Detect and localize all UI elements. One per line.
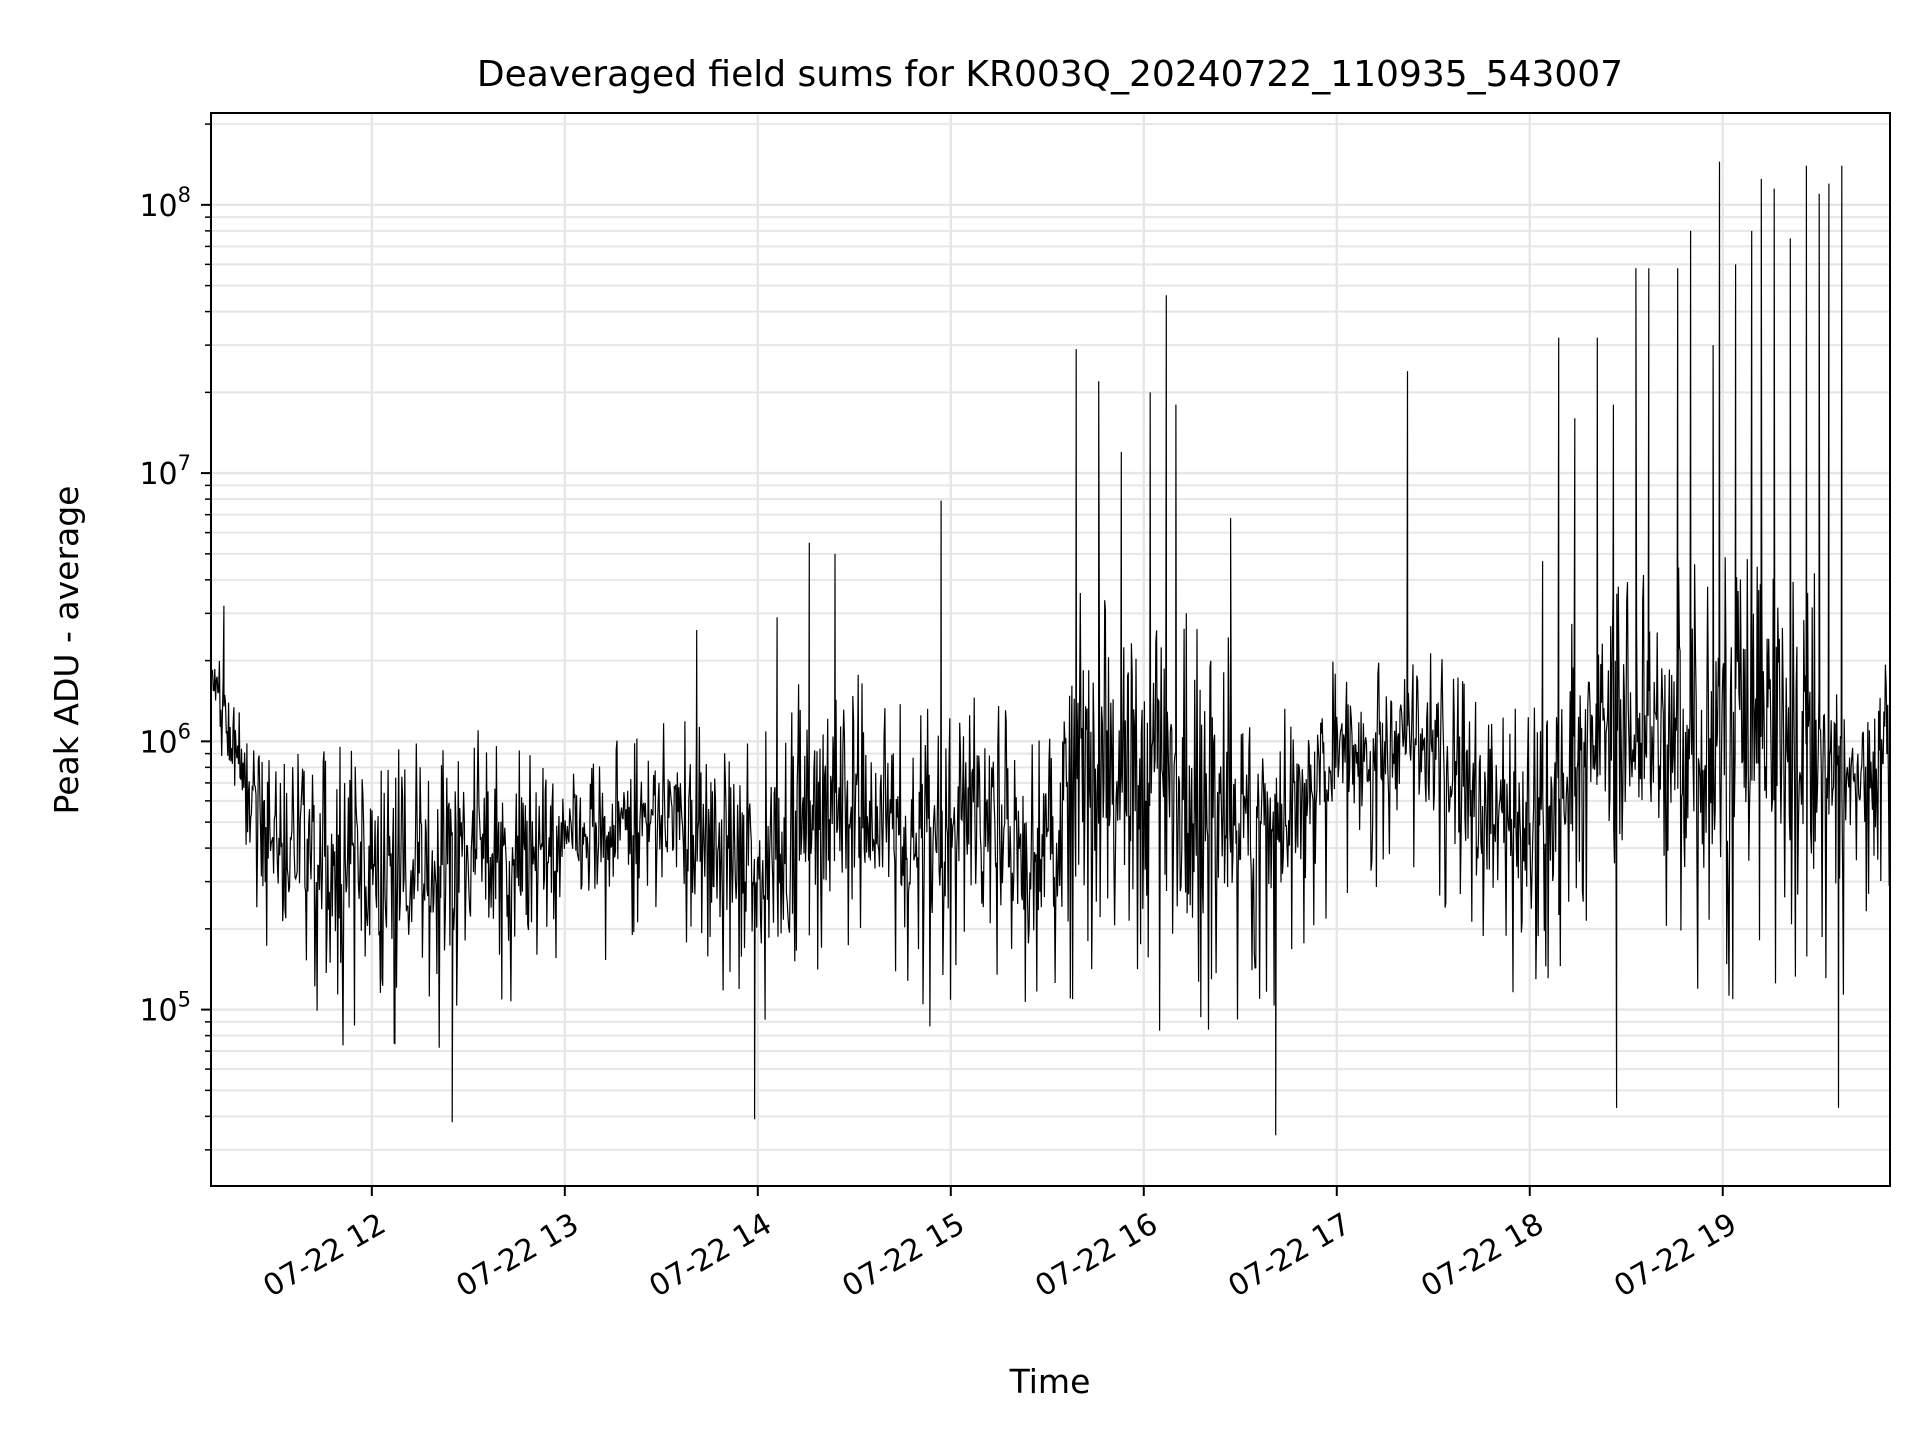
y-tick-label: 107 <box>139 451 191 492</box>
y-tick-base: 10 <box>139 725 177 760</box>
plot-area-frame <box>210 112 1891 1187</box>
y-tick-exponent: 8 <box>178 183 191 207</box>
y-tick-label: 105 <box>139 988 191 1029</box>
series-line <box>211 161 1890 1136</box>
y-tick-exponent: 5 <box>178 988 191 1012</box>
y-tick-exponent: 7 <box>178 451 191 475</box>
y-axis-label: Peak ADU - average <box>47 486 86 815</box>
y-tick-base: 10 <box>139 189 177 224</box>
x-axis-label: Time <box>1009 1362 1091 1401</box>
data-series <box>211 161 1890 1136</box>
y-tick-label: 108 <box>139 183 191 224</box>
y-tick-exponent: 6 <box>178 719 191 743</box>
y-tick-base: 10 <box>139 994 177 1029</box>
y-tick-label: 106 <box>139 719 191 760</box>
chart-title: Deaveraged field sums for KR003Q_2024072… <box>477 54 1623 95</box>
y-tick-base: 10 <box>139 457 177 492</box>
